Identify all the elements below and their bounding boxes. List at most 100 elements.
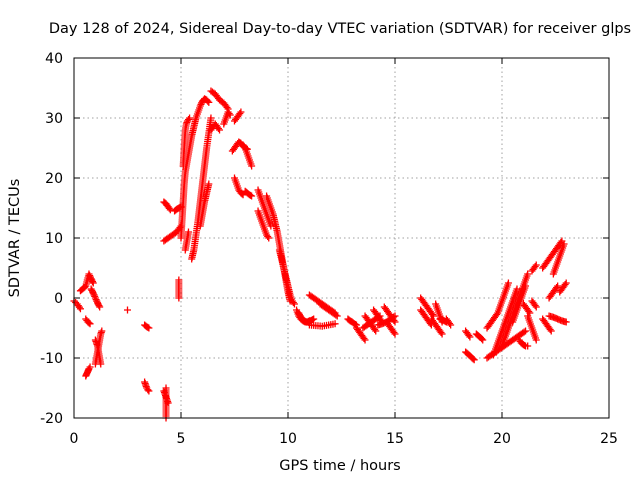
data-point [196,102,204,110]
data-point [504,279,512,287]
series-arc-23 [207,120,224,134]
points-layer [70,87,570,422]
data-point [184,228,192,236]
x-tick-label: 20 [493,431,511,447]
series-arc-05 [82,315,94,328]
data-point [207,114,215,122]
data-point [75,303,83,311]
series-arc-67 [539,315,555,335]
data-point [76,305,84,313]
chart-title: Day 128 of 2024, Sidereal Day-to-day VTE… [49,21,631,37]
data-point [86,320,94,328]
series-arc-36 [295,309,318,326]
y-tick-label: 0 [54,291,63,307]
x-tick-label: 0 [70,431,79,447]
data-point [428,311,436,318]
data-point [524,270,532,278]
series-arc-08 [91,336,105,368]
series-arc-11 [141,378,153,395]
y-axis-title: SDTVAR / TECUs [7,179,23,298]
series-arc-09 [124,306,131,314]
series-arc-32 [254,207,273,242]
data-point [226,111,234,119]
data-point [223,104,231,111]
series-arc-20 [181,228,192,254]
data-point [289,299,297,306]
data-point [145,387,153,395]
y-tick-label: -20 [40,411,63,427]
data-point [390,317,398,324]
series-arc-50 [427,315,446,338]
series-arc-06 [82,363,94,380]
data-point [546,326,554,333]
series-arc-63 [519,300,534,317]
data-point [90,291,98,299]
data-point [446,320,454,327]
data-point [264,233,272,240]
data-point [532,336,540,344]
data-point [466,333,474,341]
data-point [144,386,152,394]
data-point [531,263,539,270]
data-point [562,279,570,287]
data-point [554,282,562,290]
x-tick-label: 10 [279,431,297,447]
data-point [469,355,477,363]
data-point [97,360,105,368]
series-arc-10 [141,321,153,332]
series-arc-47 [382,318,399,338]
y-tick-label: -10 [40,351,63,367]
data-point [175,276,183,284]
series-arc-54 [462,327,474,341]
data-point [390,329,398,336]
series-arc-01 [70,297,84,313]
data-point [525,308,533,315]
data-point [85,270,93,278]
data-point [86,272,94,280]
y-tick-label: 20 [45,171,63,187]
data-point [236,110,244,117]
series-arc-29 [241,187,256,200]
data-point [547,327,555,335]
data-point [95,302,103,310]
series-arc-19 [179,114,194,170]
data-point [391,318,399,326]
data-point [205,98,213,106]
y-tick-label: 10 [45,231,63,247]
data-point [478,335,486,343]
data-point [248,192,256,200]
data-point [371,326,379,333]
data-point [513,285,521,293]
series-arc-34 [275,246,298,308]
data-point [553,284,561,291]
data-point [333,312,341,320]
series-arc-41 [352,324,369,344]
data-point [216,126,224,134]
data-point [524,342,532,350]
data-point [98,327,106,335]
data-point [391,330,399,338]
data-point [522,327,530,335]
data-point [225,110,233,117]
data-point [81,283,89,291]
data-point [248,162,256,170]
series-arc-24 [207,87,232,113]
series-arc-48 [417,294,438,320]
x-tick-label: 15 [386,431,404,447]
series-arc-22 [196,180,213,230]
series-arc-64 [524,312,540,344]
series-arc-14 [160,198,174,214]
data-point [447,321,455,329]
data-point [145,324,153,332]
data-point [93,297,101,305]
series-arc-26 [231,108,245,125]
data-point [89,288,97,296]
data-point [532,303,540,311]
data-point [520,328,528,336]
series-arc-18 [177,95,213,242]
x-tick-labels: 0 5 10 15 20 25 [70,431,618,447]
series-arc-56 [472,330,487,344]
series-arc-43 [359,312,384,332]
data-point [562,318,570,326]
